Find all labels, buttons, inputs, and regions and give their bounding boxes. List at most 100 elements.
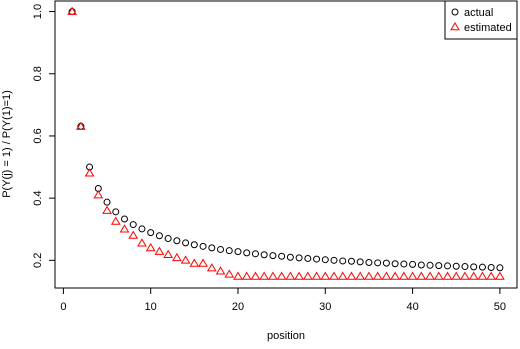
- point: [217, 245, 225, 253]
- point: [137, 238, 147, 247]
- point: [304, 254, 312, 262]
- point: [442, 271, 453, 280]
- point: [190, 241, 198, 249]
- point: [224, 269, 235, 278]
- point: [138, 225, 146, 233]
- point: [374, 259, 382, 267]
- point: [302, 271, 313, 280]
- point: [208, 244, 216, 252]
- point: [321, 256, 329, 264]
- point: [120, 215, 128, 223]
- point: [313, 255, 321, 263]
- point: [276, 271, 287, 280]
- y-tick-label: 0.6: [32, 128, 44, 143]
- y-tick-label: 0.8: [32, 66, 44, 81]
- point: [164, 235, 172, 243]
- point: [391, 260, 399, 268]
- point: [243, 249, 251, 257]
- point: [268, 271, 278, 280]
- y-tick-label: 1.0: [32, 4, 44, 19]
- point: [486, 271, 497, 280]
- x-tick-label: 20: [232, 301, 244, 313]
- point: [426, 261, 434, 269]
- x-tick-label: 50: [494, 301, 506, 313]
- point: [398, 271, 409, 280]
- point: [294, 271, 304, 280]
- point: [311, 271, 322, 280]
- point: [346, 271, 357, 280]
- point: [400, 260, 408, 268]
- point: [390, 271, 401, 280]
- point: [259, 271, 270, 280]
- point: [468, 271, 479, 280]
- point: [260, 251, 268, 259]
- point: [102, 205, 112, 214]
- plot-box: [54, 0, 518, 289]
- point: [145, 242, 156, 252]
- x-tick-label: 0: [60, 301, 66, 313]
- point: [93, 190, 104, 199]
- point: [477, 271, 488, 280]
- point: [147, 229, 155, 237]
- point: [339, 257, 347, 265]
- point: [198, 258, 208, 267]
- point: [241, 271, 252, 280]
- point: [233, 271, 243, 280]
- point: [452, 262, 460, 270]
- point: [330, 256, 338, 264]
- point: [67, 6, 77, 15]
- point: [189, 258, 200, 267]
- point: [199, 242, 207, 250]
- y-tick-label: 0.2: [32, 253, 44, 268]
- point: [355, 271, 366, 280]
- point: [234, 248, 242, 256]
- x-tick-label: 10: [145, 301, 157, 313]
- point: [417, 261, 425, 269]
- point: [286, 253, 294, 261]
- point: [409, 260, 417, 268]
- point: [225, 247, 233, 255]
- point: [129, 221, 137, 229]
- point: [356, 258, 364, 266]
- point: [487, 263, 495, 271]
- point: [365, 259, 373, 267]
- point: [416, 271, 427, 280]
- point: [425, 271, 435, 280]
- point: [444, 262, 452, 270]
- point: [128, 230, 139, 239]
- point: [329, 271, 339, 280]
- point: [337, 271, 348, 280]
- point: [110, 216, 121, 225]
- point: [470, 263, 478, 271]
- point: [103, 198, 111, 206]
- point: [285, 271, 296, 280]
- point: [163, 249, 174, 259]
- point: [84, 168, 95, 177]
- x-tick-label: 30: [319, 301, 331, 313]
- point: [320, 271, 331, 280]
- x-tick-label: 40: [406, 301, 418, 313]
- point: [478, 263, 486, 271]
- point: [495, 271, 505, 280]
- legend-box: [444, 0, 518, 40]
- point: [206, 263, 217, 272]
- point: [278, 252, 286, 260]
- legend-marker: [450, 22, 460, 31]
- point: [295, 254, 303, 262]
- point: [381, 271, 392, 280]
- point: [435, 262, 443, 270]
- point: [364, 271, 374, 280]
- legend-label: actual: [464, 7, 493, 19]
- y-tick-label: 0.4: [32, 190, 44, 205]
- point: [372, 271, 383, 280]
- point: [269, 252, 277, 260]
- point: [215, 266, 226, 275]
- point: [347, 257, 355, 265]
- point: [250, 271, 261, 280]
- point: [112, 208, 120, 216]
- point: [407, 271, 418, 280]
- point: [460, 271, 470, 280]
- point: [451, 271, 462, 280]
- point: [155, 232, 163, 240]
